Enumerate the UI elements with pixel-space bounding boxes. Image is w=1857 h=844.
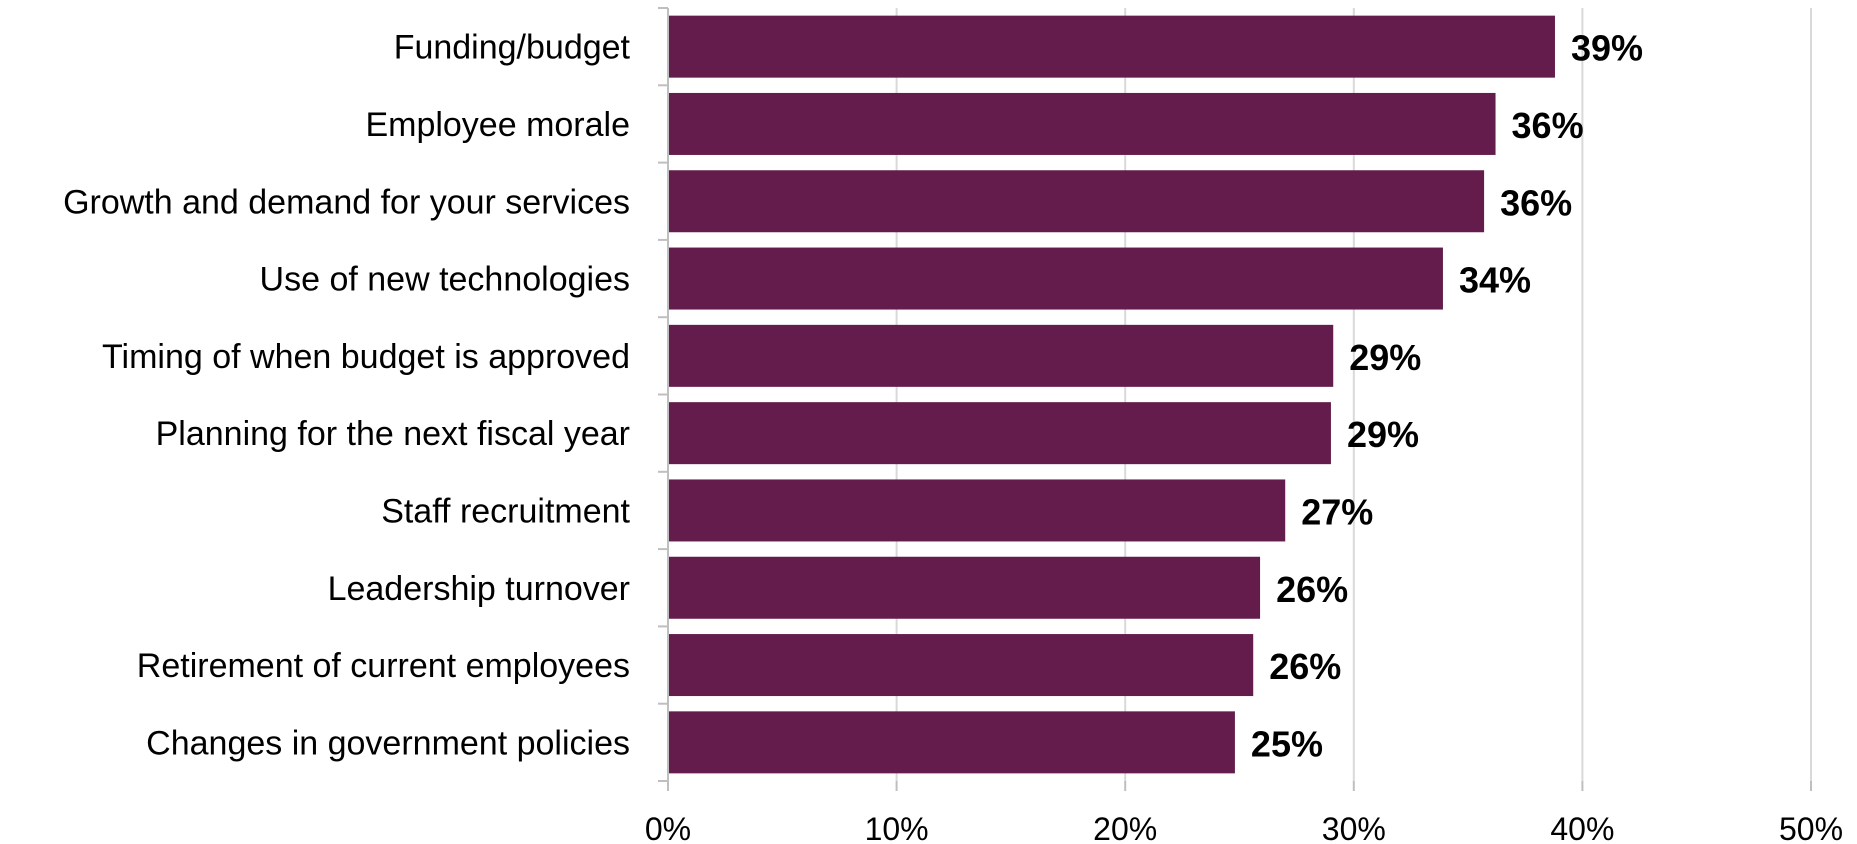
x-tick-label: 30% <box>1322 811 1386 844</box>
category-label: Staff recruitment <box>381 492 630 530</box>
data-label: 25% <box>1251 723 1323 764</box>
data-label: 34% <box>1459 260 1531 301</box>
x-tick-label: 10% <box>865 811 929 844</box>
bar <box>668 170 1485 233</box>
bar <box>668 324 1334 387</box>
bar <box>668 92 1496 155</box>
bar <box>668 402 1331 465</box>
bars <box>668 15 1555 774</box>
data-label: 29% <box>1349 337 1421 378</box>
axes <box>658 7 1812 791</box>
x-tick-label: 0% <box>645 811 691 844</box>
data-label: 26% <box>1269 646 1341 687</box>
labels: Funding/budget 39% Employee morale 36% Growt… <box>63 28 1843 844</box>
category-label: Planning for the next fiscal year <box>156 415 630 453</box>
bar <box>668 556 1261 619</box>
x-tick-label: 40% <box>1550 811 1614 844</box>
category-label: Use of new technologies <box>260 261 630 299</box>
category-label: Retirement of current employees <box>137 647 630 685</box>
x-tick-label: 50% <box>1779 811 1843 844</box>
category-label: Funding/budget <box>394 29 631 67</box>
data-label: 29% <box>1347 414 1419 455</box>
category-label: Changes in government policies <box>146 724 630 762</box>
data-label: 39% <box>1571 28 1643 69</box>
category-label: Timing of when budget is approved <box>102 338 630 376</box>
x-tick-label: 20% <box>1093 811 1157 844</box>
bar <box>668 247 1443 310</box>
bar <box>668 15 1555 78</box>
data-label: 36% <box>1512 105 1584 146</box>
category-label: Growth and demand for your services <box>63 183 630 221</box>
data-label: 27% <box>1301 491 1373 532</box>
bar <box>668 479 1286 542</box>
data-label: 26% <box>1276 569 1348 610</box>
category-label: Employee morale <box>365 106 630 144</box>
bar <box>668 634 1254 697</box>
data-label: 36% <box>1500 182 1572 223</box>
bar <box>668 711 1235 774</box>
category-label: Leadership turnover <box>328 570 630 608</box>
